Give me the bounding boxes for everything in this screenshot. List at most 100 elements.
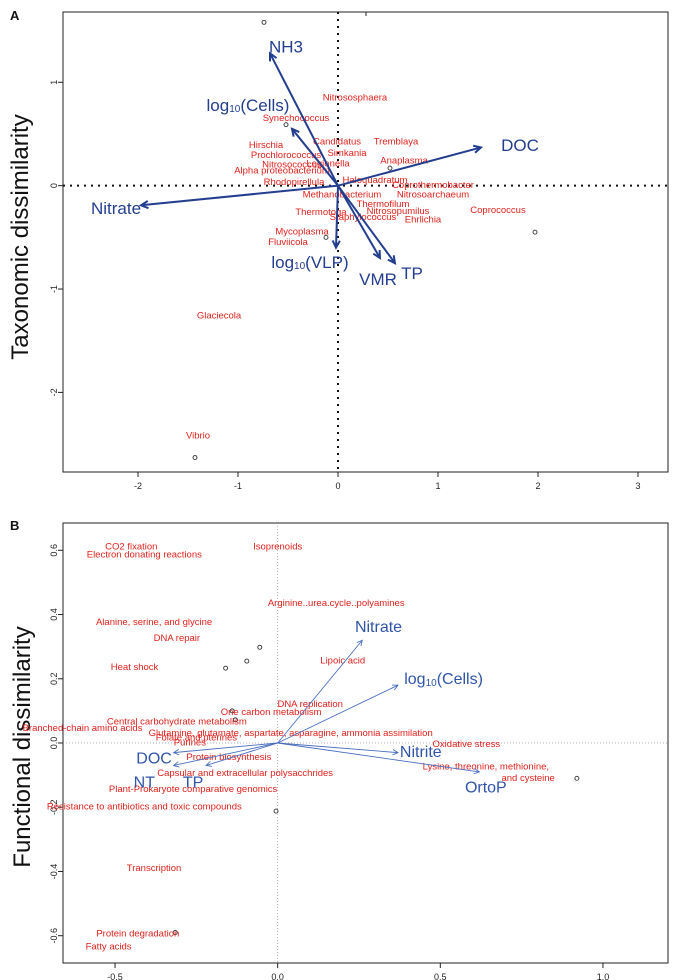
panel-a-vector-arrowhead	[138, 200, 149, 210]
panel-b-y-tick-label: 0.4	[49, 608, 59, 621]
panel-a-site-point	[387, 165, 393, 171]
panel-b-y-tick-label: 0.2	[49, 673, 59, 686]
panel-b-vector-line	[173, 742, 278, 754]
panel-b-vector-line	[277, 742, 480, 773]
panel-b-vector-arrowhead	[172, 761, 180, 768]
panel-a-x-tick-label: 0	[335, 481, 340, 491]
panel-b-vector-arrowhead	[172, 749, 180, 756]
panel-a-taxon-label: Synechococcus	[263, 113, 330, 124]
panel-b-vector-line	[205, 742, 278, 766]
panel-b-site-point	[229, 708, 235, 714]
panel-a-vector-label: VMR	[359, 270, 397, 289]
panel-a-vector-line	[337, 146, 482, 187]
panel-a-taxon-label: Hirschia	[249, 140, 284, 151]
panel-a-taxon-label: Prochlorococcus	[251, 150, 321, 161]
panel-b-function-label: One carbon metabolism	[221, 707, 322, 718]
panel-a-taxon-label: Ehrlichia	[405, 214, 442, 225]
panel-a-y-tick-label: 0	[49, 183, 59, 188]
panel-b-vector-label: DOC	[136, 751, 172, 768]
panel-a-taxon-label: Nitrosococcus	[262, 159, 322, 170]
panel-a-vector-arrowhead	[372, 249, 382, 260]
panel-a-x-tick-label: -1	[234, 481, 242, 491]
panel-b-function-label: Oxidative stress	[433, 739, 501, 750]
panel-b-axis-ticks: -0.5 0.0 0.5 1.0 -0.6 -0.4 -0.2 0.0 0.2 0.4 0.6	[49, 544, 609, 980]
panel-a-x-tick-label: 3	[635, 481, 640, 491]
panel-b-x-tick-label: 1.0	[597, 972, 610, 980]
panel-a-site-points	[192, 19, 538, 460]
panel-b-vector-label: TP	[183, 775, 203, 792]
panel-a-y-tick-label: -2	[49, 388, 59, 396]
panel-a-taxon-label: Legionella	[306, 158, 350, 169]
panel-a-taxon-label: Nitrosopumilus	[367, 206, 430, 217]
panel-b-vector-label: Nitrate	[355, 619, 402, 636]
panel-a-site-point	[261, 19, 267, 25]
panel-a-taxon-label: Coprococcus	[470, 205, 526, 216]
panel-b-x-tick-label: -0.5	[107, 972, 123, 980]
panel-b-function-label: Fatty acids	[86, 941, 132, 952]
panel-b-function-label: Central carbohydrate metabolism	[107, 717, 247, 728]
panel-a-taxon-label: Simkania	[327, 148, 367, 159]
panel-a-taxon-label: Coprothermobacter	[392, 180, 474, 191]
panel-b-site-point	[172, 930, 178, 935]
panel-a-site-point	[323, 234, 329, 240]
panel-a-vector-line	[337, 185, 396, 264]
panel-a-site-point	[532, 229, 538, 235]
panel-b-x-tick-label: 0.5	[434, 972, 447, 980]
panel-a-taxon-label: Rhodopirellula	[264, 177, 325, 188]
panel-a-zero-lines	[63, 12, 668, 472]
panel-b-function-label: Transcription	[127, 863, 182, 874]
panel-a-vector-label: TP	[401, 264, 423, 283]
panel-a-taxon-label: Thermotoga	[295, 207, 347, 218]
panel-a-plot-border	[62, 11, 669, 473]
panel-b-y-tick-label: -0.2	[49, 799, 59, 815]
panel-b-vector-label: log10(Cells)	[404, 670, 483, 688]
panel-a-vector-label: log10(VLP)	[271, 253, 348, 272]
panel-a-taxon-label: Anaplasma	[380, 155, 428, 166]
panel-b-vector-arrowhead	[356, 639, 363, 647]
panel-b-site-point	[273, 808, 279, 814]
panel-b-function-label: Glutamine, glutamate, aspartate, asparag…	[149, 728, 433, 739]
panel-a-taxon-label: Haloquadratum	[343, 175, 408, 186]
panel-b-function-label: and cysteine	[501, 773, 554, 784]
panel-a-taxon-label: Nitrosoarchaeum	[397, 189, 469, 200]
panel-b-vector-line	[277, 639, 363, 744]
panel-a-vector-arrowhead	[387, 255, 397, 265]
panel-b-function-label: Lysine, threonine, methionine,	[423, 762, 549, 773]
panel-b-environmental-vectors: Nitrate log10(Cells) Nitrite OrtoP DOC NT TP	[134, 619, 507, 797]
panel-b-function-label: Plant-Prokaryote comparative genomics	[109, 784, 278, 795]
panel-b-function-label: CO2 fixation	[105, 542, 157, 553]
panel-b-function-label: Heat shock	[111, 662, 159, 673]
panel-b-vector-arrowhead	[205, 760, 213, 767]
panel-b-site-point	[244, 658, 250, 664]
panel-b-vector-line	[277, 684, 399, 744]
panel-b-function-label: Folate.and.pterines	[156, 733, 238, 744]
panel-a-vector-arrowhead	[331, 240, 341, 250]
panel-a-vector-line	[140, 184, 339, 207]
panel-a-site-point	[192, 455, 198, 460]
panel-b-vector-line	[277, 742, 399, 754]
panel-b-function-label: Arginine..urea.cycle..polyamines	[268, 598, 405, 609]
panel-a-y-tick-label: -1	[49, 285, 59, 293]
panel-b-function-label: Alanine, serine, and glycine	[96, 617, 212, 628]
panel-a-taxon-label: Vibrio	[186, 430, 210, 441]
panel-a-vector-label: Nitrate	[91, 199, 141, 218]
panel-b-function-label: Electron donating reactions	[87, 550, 202, 561]
panel-b-label: B	[10, 518, 19, 533]
panel-b-vector-label: Nitrite	[400, 744, 442, 761]
panel-a-vector-arrowhead	[290, 127, 300, 137]
panel-a-vector-label: DOC	[501, 136, 539, 155]
panel-b-function-label: DNA replication	[277, 699, 342, 710]
panel-b-y-axis-title: Functional dissimilarity	[9, 626, 36, 867]
panel-a-vector-line	[269, 52, 339, 187]
panel-b-zero-lines	[63, 523, 668, 963]
panel-a-plot-frame	[62, 11, 669, 473]
panel-b-function-label: Protein biosynthesis	[186, 752, 271, 763]
panel-a: A Taxonomic dissimilarity -2 -1 0 1 2 3 -2 -1 0 1…	[7, 8, 669, 491]
panel-a-x-tick-label: 1	[435, 481, 440, 491]
panel-b-y-tick-label: -0.6	[49, 928, 59, 944]
panel-b-function-labels: CO2 fixation Isoprenoids Electron donating…	[23, 542, 555, 953]
panel-b-function-label: Capsular and extracellular polysacchride…	[157, 768, 333, 779]
panel-b-function-label: Isoprenoids	[253, 542, 302, 553]
panel-b-site-point	[232, 717, 238, 723]
